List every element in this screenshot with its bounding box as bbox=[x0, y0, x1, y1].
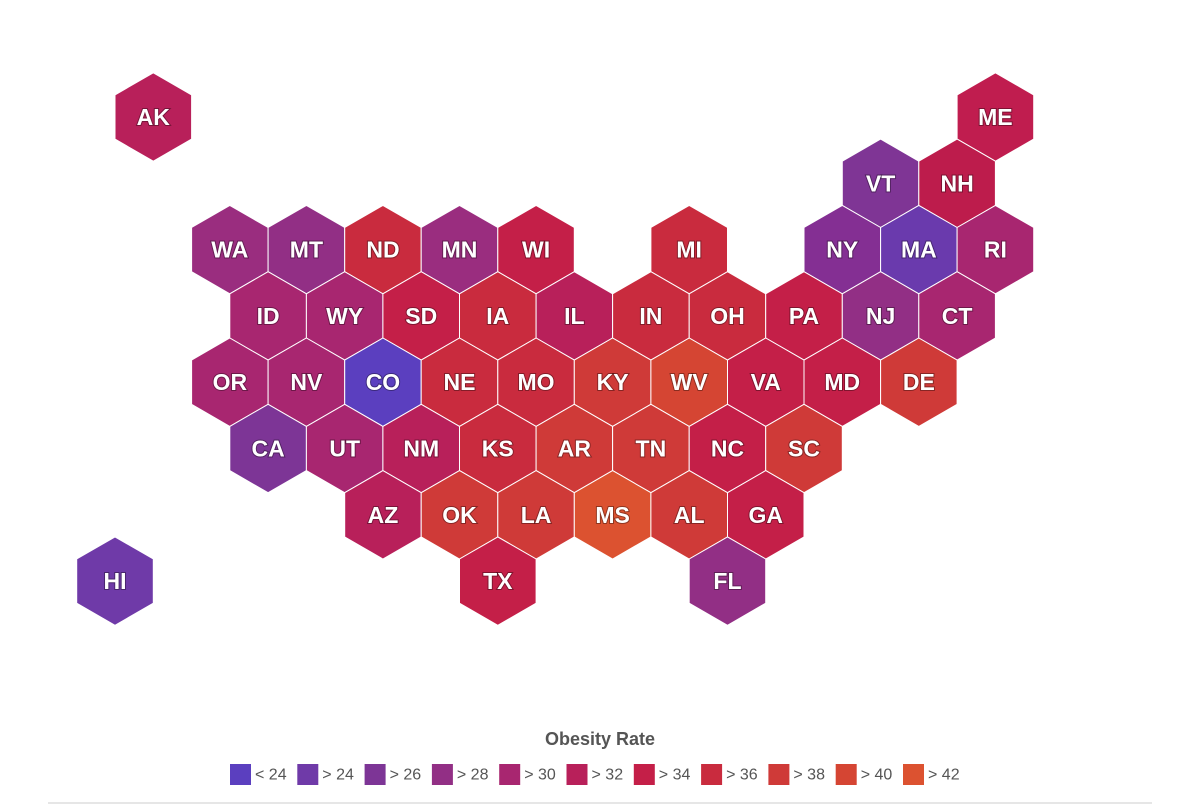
legend-swatch bbox=[903, 764, 924, 785]
state-label: SC bbox=[788, 436, 820, 462]
state-label: NJ bbox=[866, 303, 895, 329]
legend-swatch bbox=[297, 764, 319, 785]
state-label: MO bbox=[518, 369, 555, 395]
state-tile bbox=[114, 72, 193, 162]
state-label: OR bbox=[213, 369, 248, 395]
state-label: CT bbox=[942, 303, 973, 329]
state-tile bbox=[880, 337, 958, 427]
state-label: KS bbox=[482, 436, 514, 462]
legend-swatch bbox=[230, 764, 251, 785]
state-label: WY bbox=[326, 303, 363, 329]
state-label: WA bbox=[211, 237, 248, 263]
state-label: VT bbox=[866, 170, 895, 196]
legend-swatch bbox=[768, 764, 790, 785]
legend-label: > 38 bbox=[793, 767, 825, 784]
state-label: NV bbox=[290, 369, 323, 395]
state-label: DE bbox=[903, 369, 935, 395]
legend-label: > 34 bbox=[659, 767, 691, 784]
state-label: WV bbox=[671, 369, 709, 395]
state-label: TX bbox=[483, 568, 513, 594]
state-label: AZ bbox=[368, 502, 399, 528]
state-label: NE bbox=[444, 369, 476, 395]
state-label: ID bbox=[257, 303, 280, 329]
state-label: MT bbox=[290, 237, 323, 263]
legend-label: > 32 bbox=[592, 767, 624, 784]
state-label: MA bbox=[901, 237, 937, 263]
state-label: CA bbox=[251, 436, 284, 462]
state-label: MD bbox=[824, 369, 860, 395]
legend-swatch bbox=[835, 764, 857, 785]
state-label: SD bbox=[405, 303, 437, 329]
legend-label: > 30 bbox=[524, 767, 556, 784]
state-label: AL bbox=[674, 502, 705, 528]
state-tile bbox=[459, 536, 537, 626]
legend-swatch bbox=[701, 764, 723, 785]
state-label: KY bbox=[597, 369, 629, 395]
legend-swatch bbox=[566, 764, 588, 785]
state-label: UT bbox=[329, 436, 360, 462]
legend-label: > 26 bbox=[390, 767, 422, 784]
legend-label: > 36 bbox=[726, 767, 758, 784]
state-label: NY bbox=[826, 237, 858, 263]
state-label: AR bbox=[558, 436, 592, 462]
state-tile bbox=[688, 536, 767, 626]
state-label: IN bbox=[639, 303, 662, 329]
state-label: TN bbox=[636, 436, 667, 462]
state-label: IA bbox=[486, 303, 509, 329]
state-label: ND bbox=[366, 237, 399, 263]
state-label: OH bbox=[710, 303, 745, 329]
legend-label: > 40 bbox=[861, 767, 893, 784]
state-label: NM bbox=[403, 436, 439, 462]
legend-label: > 28 bbox=[457, 767, 489, 784]
state-label: NH bbox=[941, 170, 974, 196]
state-label: PA bbox=[789, 303, 819, 329]
legend-swatch bbox=[431, 764, 453, 785]
state-label: GA bbox=[748, 502, 783, 528]
state-label: MI bbox=[676, 237, 702, 263]
state-label: MN bbox=[442, 237, 478, 263]
legend-label: < 24 bbox=[255, 767, 287, 784]
legend-title: Obesity Rate bbox=[545, 729, 655, 749]
state-label: MS bbox=[595, 502, 630, 528]
state-label: CO bbox=[366, 369, 401, 395]
state-label: ME bbox=[978, 104, 1013, 130]
state-label: RI bbox=[984, 237, 1007, 263]
legend-label: > 24 bbox=[322, 767, 354, 784]
state-tile bbox=[76, 536, 154, 626]
state-label: NC bbox=[711, 436, 744, 462]
state-label: AK bbox=[137, 104, 171, 130]
legend-swatch bbox=[364, 764, 386, 785]
state-label: HI bbox=[104, 568, 127, 594]
state-label: WI bbox=[522, 237, 550, 263]
legend-swatch bbox=[633, 764, 655, 785]
state-label: IL bbox=[564, 303, 584, 329]
state-label: FL bbox=[713, 568, 741, 594]
legend-label: > 42 bbox=[928, 767, 960, 784]
state-label: VA bbox=[751, 369, 781, 395]
state-label: OK bbox=[442, 502, 477, 528]
legend-swatch bbox=[499, 764, 521, 785]
state-label: LA bbox=[521, 502, 552, 528]
